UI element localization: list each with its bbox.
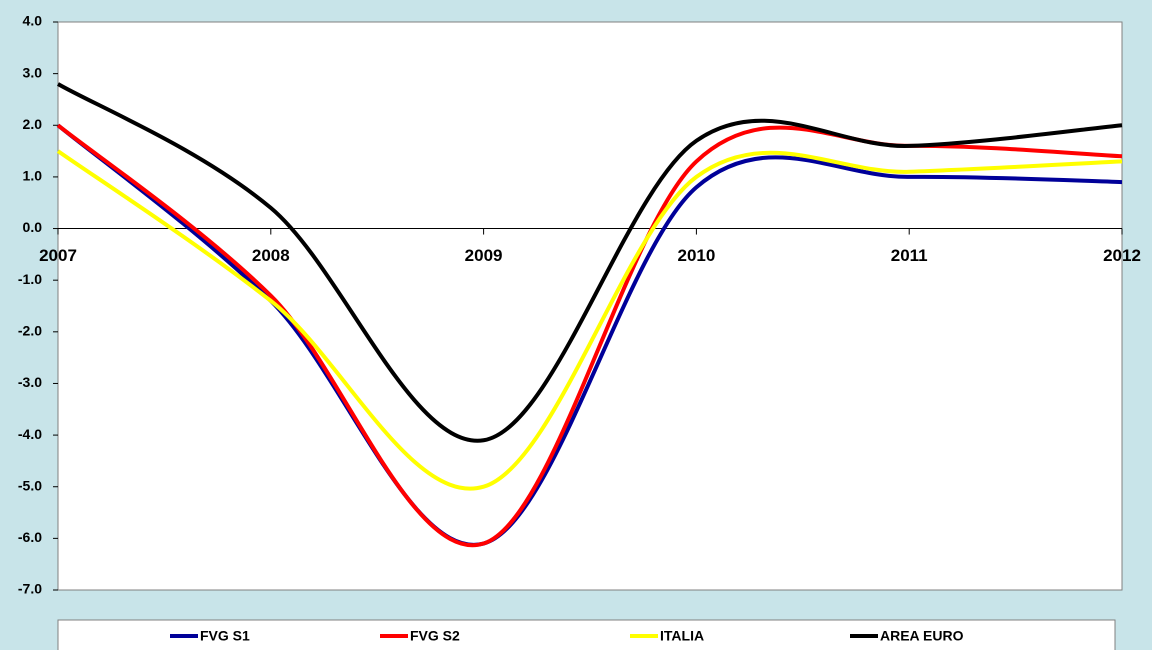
series-line bbox=[56, 82, 1123, 443]
x-tick-label: 2012 bbox=[1103, 246, 1141, 265]
x-tick-label: 2011 bbox=[891, 246, 928, 265]
y-tick-label: 1.0 bbox=[23, 168, 43, 184]
x-tick-label: 2007 bbox=[39, 246, 77, 265]
y-tick-label: 3.0 bbox=[23, 64, 43, 80]
legend-label: FVG S2 bbox=[410, 628, 460, 644]
series-line bbox=[56, 149, 1123, 491]
legend-box bbox=[57, 619, 1116, 650]
series-line bbox=[56, 123, 1123, 547]
y-tick-label: -2.0 bbox=[18, 323, 42, 339]
legend-label: AREA EURO bbox=[880, 628, 964, 644]
y-tick-label: -6.0 bbox=[18, 529, 42, 545]
y-tick-label: -5.0 bbox=[18, 477, 42, 493]
y-tick-label: -4.0 bbox=[18, 426, 42, 442]
y-tick-label: -7.0 bbox=[18, 581, 42, 597]
x-tick-label: 2010 bbox=[677, 246, 715, 265]
x-tick-label: 2009 bbox=[465, 246, 503, 265]
legend-label: FVG S1 bbox=[200, 628, 250, 644]
y-tick-label: -3.0 bbox=[18, 374, 42, 390]
y-tick-label: 0.0 bbox=[23, 219, 43, 235]
legend-label: ITALIA bbox=[660, 628, 704, 644]
y-tick-label: 4.0 bbox=[23, 13, 43, 29]
y-tick-label: -1.0 bbox=[18, 271, 42, 287]
y-tick-label: 2.0 bbox=[23, 116, 43, 132]
x-tick-label: 2008 bbox=[252, 246, 290, 265]
